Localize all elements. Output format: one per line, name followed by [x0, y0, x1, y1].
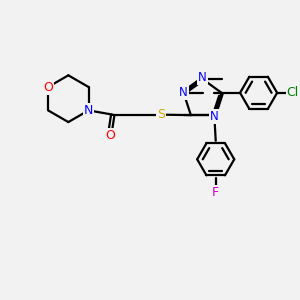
Text: F: F	[212, 186, 219, 199]
Text: S: S	[157, 108, 165, 121]
Text: N: N	[84, 104, 93, 117]
Text: Cl: Cl	[287, 86, 299, 99]
Text: N: N	[179, 86, 188, 99]
Text: N: N	[198, 71, 207, 84]
Text: N: N	[210, 110, 219, 123]
Text: O: O	[105, 129, 115, 142]
Text: O: O	[43, 80, 53, 94]
